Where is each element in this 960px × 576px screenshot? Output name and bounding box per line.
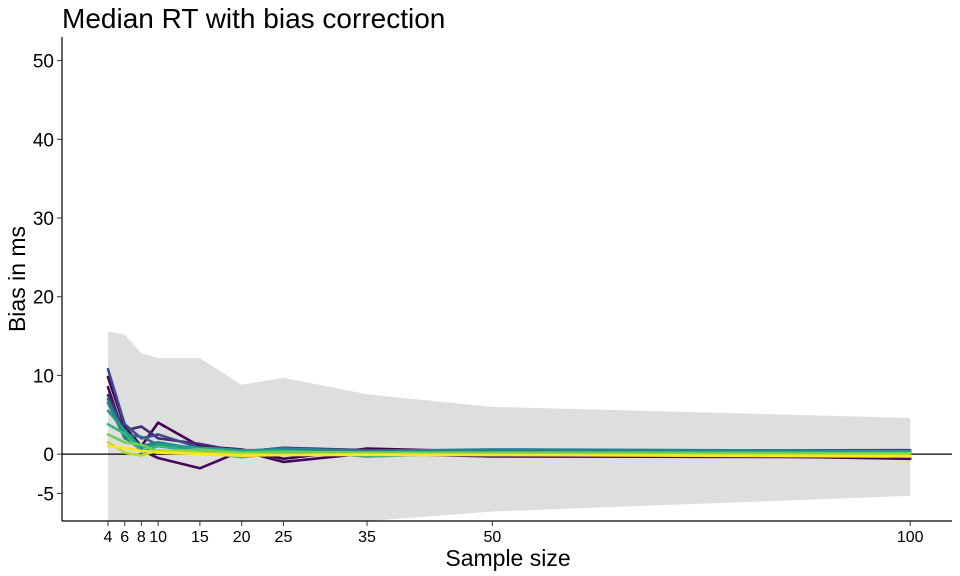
chart-title: Median RT with bias correction bbox=[62, 3, 445, 34]
x-tick-label: 8 bbox=[137, 529, 146, 546]
x-tick-label: 100 bbox=[897, 529, 924, 546]
x-tick-label: 50 bbox=[483, 529, 501, 546]
confidence-band bbox=[107, 331, 911, 521]
y-tick-label: 20 bbox=[33, 288, 54, 309]
series-line-11 bbox=[106, 444, 912, 458]
series-line-9 bbox=[106, 433, 912, 455]
y-tick-label: 40 bbox=[33, 130, 54, 151]
plot-area bbox=[62, 331, 952, 521]
x-tick-label: 10 bbox=[149, 529, 167, 546]
y-tick-label: 10 bbox=[33, 366, 54, 387]
x-axis-label: Sample size bbox=[445, 545, 570, 571]
x-tick-label: 20 bbox=[233, 529, 251, 546]
x-tick-label: 15 bbox=[191, 529, 209, 546]
y-tick-label: -5 bbox=[37, 484, 54, 505]
x-tick-label: 25 bbox=[275, 529, 293, 546]
y-axis-label: Bias in ms bbox=[4, 226, 30, 332]
y-tick-label: 30 bbox=[33, 209, 54, 230]
x-tick-label: 35 bbox=[358, 529, 376, 546]
x-tick-label: 6 bbox=[120, 529, 129, 546]
y-tick-label: 0 bbox=[43, 445, 54, 466]
x-tick-label: 4 bbox=[104, 529, 113, 546]
y-tick-label: 50 bbox=[33, 52, 54, 73]
